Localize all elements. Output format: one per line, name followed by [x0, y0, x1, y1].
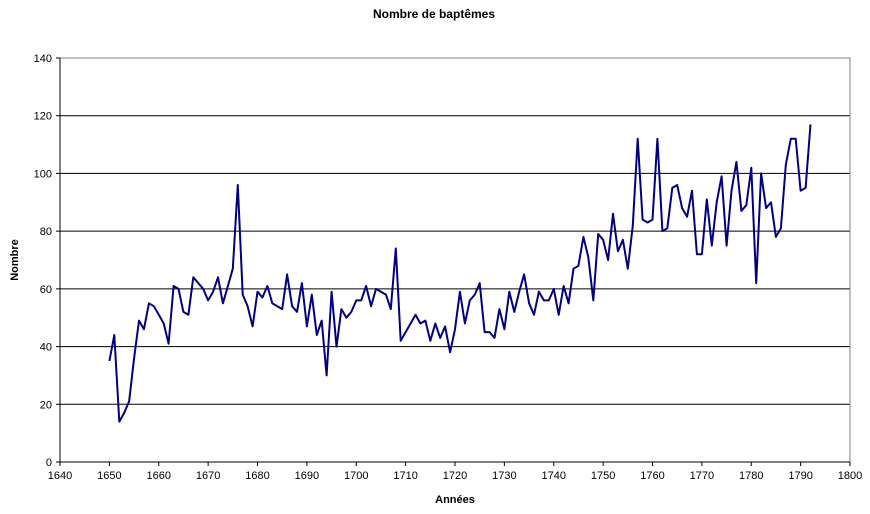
x-tick-label: 1670: [196, 470, 220, 482]
x-tick-label: 1780: [739, 470, 763, 482]
series-line: [108, 124, 812, 423]
x-tick-label: 1740: [542, 470, 566, 482]
chart-title: Nombre de baptêmes: [373, 7, 495, 21]
y-tick-label: 140: [34, 53, 52, 65]
y-tick-label: 0: [46, 457, 52, 469]
x-tick-label: 1650: [97, 470, 121, 482]
y-tick-label: 120: [34, 111, 52, 123]
x-axis-title: Années: [435, 494, 475, 506]
x-tick-label: 1750: [591, 470, 615, 482]
gridlines: [60, 57, 850, 405]
x-tick-label: 1720: [443, 470, 467, 482]
axes: 0 20 40 60 80 100 120 140 1640 1650 1660 1670 1680 16…: [34, 53, 863, 482]
x-tick-label: 1690: [295, 470, 319, 482]
y-tick-label: 100: [34, 168, 52, 180]
y-tick-label: 40: [40, 342, 52, 354]
x-tick-label: 1800: [838, 470, 862, 482]
series-layer: [108, 124, 812, 423]
plot-area-border: [59, 57, 851, 463]
x-tick-label: 1730: [492, 470, 516, 482]
x-tick-label: 1790: [788, 470, 812, 482]
y-tick-label: 80: [40, 226, 52, 238]
x-tick-label: 1660: [147, 470, 171, 482]
y-tick-label: 20: [40, 399, 52, 411]
x-tick-label: 1640: [48, 470, 72, 482]
x-tick-label: 1700: [344, 470, 368, 482]
x-tick-label: 1760: [640, 470, 664, 482]
x-tick-label: 1710: [393, 470, 417, 482]
y-axis-title: Nombre: [9, 239, 21, 281]
y-tick-label: 60: [40, 284, 52, 296]
x-tick-label: 1680: [245, 470, 269, 482]
x-tick-label: 1770: [690, 470, 714, 482]
